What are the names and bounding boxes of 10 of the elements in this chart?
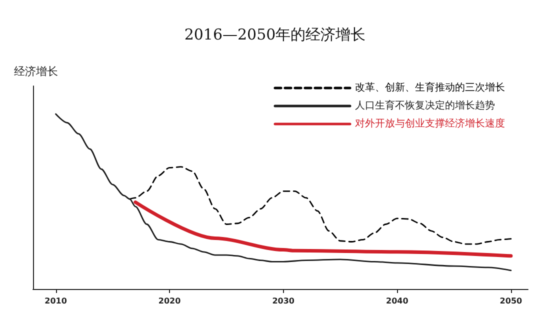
x-tick-label: 2040 <box>386 296 409 306</box>
chart-title: 2016—2050年的经济增长 <box>184 26 366 44</box>
x-tick-label: 2020 <box>158 296 182 306</box>
text: 改革、创新、生育推动的三次增长 <box>355 82 505 94</box>
y-axis-title: 经济增长 <box>14 65 58 78</box>
text: 对外开放与创业支撑经济增长速度 <box>355 118 505 130</box>
x-tick-label: 2030 <box>272 296 295 306</box>
x-tick-label: 2050 <box>500 296 522 306</box>
text: 人口生育不恢复决定的增长趋势 <box>355 100 495 112</box>
x-tick-label: 2010 <box>44 296 68 306</box>
